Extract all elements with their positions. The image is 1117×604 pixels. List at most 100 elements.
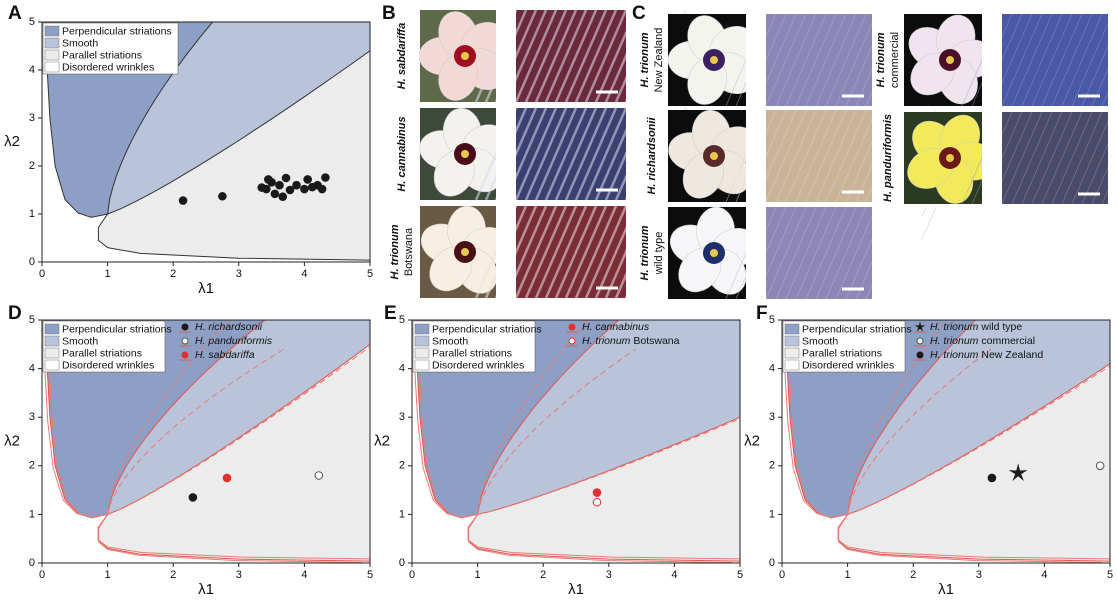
legend-label: Disordered wrinkles bbox=[802, 359, 894, 371]
micrograph-clip-frame bbox=[746, 207, 766, 299]
legend-swatch bbox=[785, 336, 799, 346]
y-tick-label: 3 bbox=[29, 112, 35, 124]
region-legend: Perpendicular striationsSmoothParallel s… bbox=[43, 23, 178, 74]
x-tick-label: 5 bbox=[367, 569, 373, 581]
y-axis-label: λ2 bbox=[744, 432, 760, 449]
legend-label: H. sabdariffa bbox=[195, 349, 255, 361]
legend-label: H. richardsonii bbox=[195, 321, 263, 333]
legend-label: H. panduriformis bbox=[195, 335, 273, 347]
x-axis-label: λ1 bbox=[568, 581, 584, 598]
x-tick-label: 0 bbox=[39, 268, 45, 280]
point bbox=[189, 494, 197, 502]
y-tick-label: 3 bbox=[29, 411, 35, 423]
micrograph-clip-frame bbox=[982, 14, 1002, 106]
point bbox=[182, 338, 188, 344]
legend-swatch bbox=[415, 348, 429, 358]
legend-label: Parallel striations bbox=[802, 347, 882, 359]
point bbox=[301, 185, 309, 193]
legend-swatch bbox=[45, 62, 59, 72]
point bbox=[271, 190, 279, 198]
point bbox=[917, 338, 923, 344]
x-tick-label: 3 bbox=[606, 569, 612, 581]
region-legend: Perpendicular striationsSmoothParallel s… bbox=[783, 321, 912, 372]
micrograph-clip-frame bbox=[496, 206, 516, 298]
legend-label: H. cannabinus bbox=[582, 321, 650, 333]
legend-label: Perpendicular striations bbox=[802, 323, 912, 335]
legend-swatch bbox=[45, 336, 59, 346]
micrograph-clip-frame bbox=[746, 14, 766, 106]
legend-label: H. trionum New Zealand bbox=[930, 349, 1043, 361]
y-tick-label: 5 bbox=[29, 314, 35, 326]
photo-sublabel: New Zealand bbox=[653, 28, 665, 93]
micrograph bbox=[962, 14, 1117, 106]
micrograph-clip-frame bbox=[1108, 14, 1117, 106]
point bbox=[315, 472, 323, 480]
legend-label: H. trionum wild type bbox=[930, 321, 1022, 333]
micrograph-clip-frame bbox=[872, 207, 922, 299]
point bbox=[182, 352, 188, 358]
x-axis-label: λ1 bbox=[198, 581, 214, 598]
legend-label: Parallel striations bbox=[432, 347, 512, 359]
photo-label: H. panduriformis bbox=[882, 114, 894, 202]
point bbox=[223, 474, 231, 482]
point bbox=[293, 181, 301, 189]
panel-label: D bbox=[8, 303, 22, 324]
legend-swatch bbox=[785, 360, 799, 370]
micrograph-clip-frame bbox=[1108, 112, 1117, 204]
x-tick-label: 3 bbox=[236, 569, 242, 581]
point bbox=[265, 176, 273, 184]
legend-swatch bbox=[415, 324, 429, 334]
micrograph bbox=[962, 112, 1117, 204]
x-tick-label: 5 bbox=[1107, 569, 1113, 581]
x-tick-label: 4 bbox=[301, 268, 307, 280]
flower-stamen bbox=[461, 248, 469, 256]
flower-stamen bbox=[946, 56, 954, 64]
legend-label: Perpendicular striations bbox=[62, 323, 172, 335]
y-tick-label: 0 bbox=[769, 557, 775, 569]
micrograph-clip-frame bbox=[496, 10, 516, 102]
point bbox=[219, 192, 227, 200]
photo-sublabel: wild type bbox=[653, 232, 665, 276]
point bbox=[279, 193, 287, 201]
legend-label: H. trionum Botswana bbox=[582, 335, 680, 347]
x-tick-label: 2 bbox=[170, 569, 176, 581]
legend-label: Disordered wrinkles bbox=[432, 359, 524, 371]
legend-swatch bbox=[45, 38, 59, 48]
point bbox=[182, 324, 188, 330]
photo-label: H. richardsonii bbox=[646, 117, 658, 195]
photo-label: H. trionum bbox=[639, 225, 651, 280]
y-tick-label: 0 bbox=[399, 557, 405, 569]
y-tick-label: 0 bbox=[29, 557, 35, 569]
y-tick-label: 0 bbox=[29, 256, 35, 268]
photo-label: H. sabdariffa bbox=[396, 23, 408, 89]
x-tick-label: 1 bbox=[105, 268, 111, 280]
point bbox=[917, 352, 923, 358]
x-tick-label: 4 bbox=[1041, 569, 1047, 581]
micrograph-clip-frame bbox=[982, 112, 1002, 204]
y-tick-label: 4 bbox=[29, 64, 35, 76]
y-axis-label: λ2 bbox=[4, 133, 20, 150]
panel-label: B bbox=[382, 3, 396, 24]
y-tick-label: 3 bbox=[769, 411, 775, 423]
y-tick-label: 5 bbox=[399, 314, 405, 326]
y-tick-label: 3 bbox=[399, 411, 405, 423]
point bbox=[322, 174, 330, 182]
micrograph bbox=[726, 207, 936, 299]
legend-label: Perpendicular striations bbox=[432, 323, 542, 335]
photo-label: H. trionum bbox=[875, 32, 887, 87]
region-legend: Perpendicular striationsSmoothParallel s… bbox=[43, 321, 172, 372]
x-tick-label: 2 bbox=[540, 569, 546, 581]
x-tick-label: 5 bbox=[737, 569, 743, 581]
x-tick-label: 2 bbox=[170, 268, 176, 280]
y-tick-label: 2 bbox=[399, 460, 405, 472]
y-tick-label: 1 bbox=[769, 508, 775, 520]
y-tick-label: 1 bbox=[29, 508, 35, 520]
flower-stamen bbox=[710, 249, 718, 257]
point bbox=[593, 498, 601, 506]
y-tick-label: 2 bbox=[29, 460, 35, 472]
legend-swatch bbox=[45, 50, 59, 60]
flower-stamen bbox=[461, 52, 469, 60]
legend-swatch bbox=[45, 348, 59, 358]
y-tick-label: 4 bbox=[29, 363, 35, 375]
